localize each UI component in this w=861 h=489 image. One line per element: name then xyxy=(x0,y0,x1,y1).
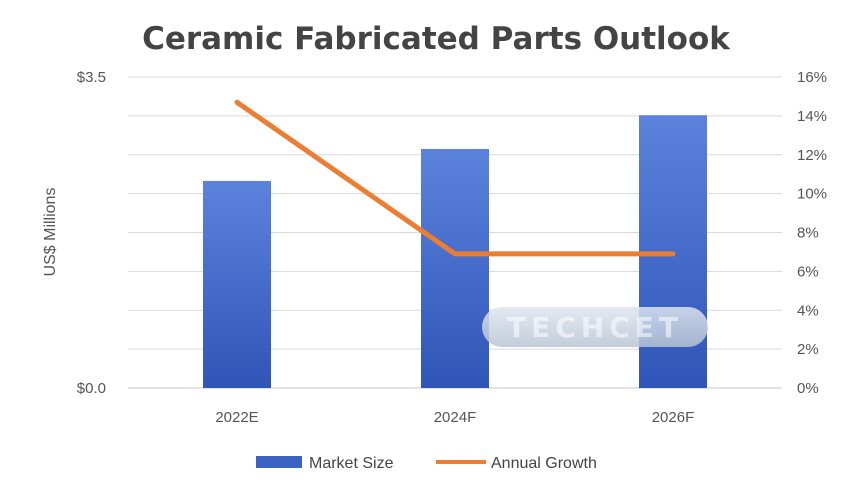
legend-label-market-size: Market Size xyxy=(309,455,394,472)
bar-2024f xyxy=(421,148,489,388)
watermark-plate xyxy=(482,307,708,347)
legend: Market Size Annual Growth xyxy=(256,455,597,472)
legend-label-annual-growth: Annual Growth xyxy=(491,455,597,472)
left-tick-label: $3.5 xyxy=(77,69,106,86)
right-axis-ticks: 16% 14% 12% 10% 8% 6% 4% 2% 0% xyxy=(797,69,827,397)
right-tick-label: 10% xyxy=(797,186,827,203)
x-axis-ticks: 2022E 2024F 2026F xyxy=(215,409,694,426)
x-tick-label: 2026F xyxy=(652,409,695,426)
x-tick-label: 2022E xyxy=(215,409,258,426)
watermark: TECHCET xyxy=(482,307,708,347)
left-axis-ticks: $3.5 $0.0 xyxy=(77,69,106,397)
right-tick-label: 14% xyxy=(797,108,827,125)
right-tick-label: 6% xyxy=(797,263,819,280)
right-tick-label: 8% xyxy=(797,225,819,242)
right-tick-label: 0% xyxy=(797,380,819,397)
bar-2022e xyxy=(203,180,271,388)
legend-swatch-market-size xyxy=(256,456,302,468)
watermark-text: TECHCET xyxy=(507,311,683,344)
annual-growth-line-group xyxy=(234,99,676,257)
right-tick-label: 12% xyxy=(797,147,827,164)
right-tick-label: 16% xyxy=(797,69,827,86)
chart-title: Ceramic Fabricated Parts Outlook xyxy=(142,21,731,57)
x-tick-label: 2024F xyxy=(434,409,477,426)
y-axis-label: US$ Millions xyxy=(42,188,59,277)
right-tick-label: 4% xyxy=(797,302,819,319)
right-tick-label: 2% xyxy=(797,341,819,358)
left-tick-label: $0.0 xyxy=(77,380,106,397)
